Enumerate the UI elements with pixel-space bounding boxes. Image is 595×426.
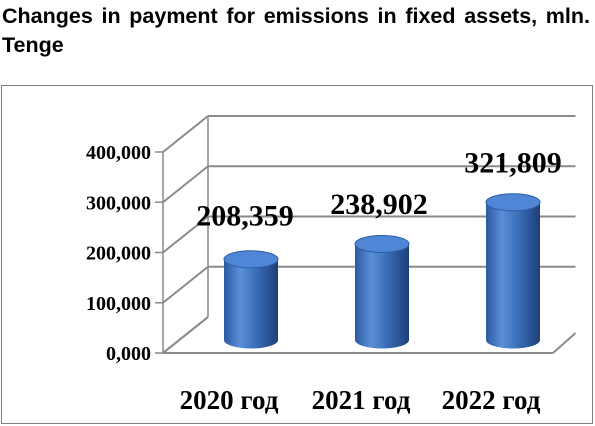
y-axis-tick-labels: 0,000 100,000 200,000 300,000 400,000: [86, 142, 151, 365]
data-label: 321,809: [464, 146, 562, 179]
bar-body: [355, 243, 409, 349]
bar-top: [223, 250, 279, 269]
gridline-depth: [162, 215, 209, 254]
floor-right-edge: [552, 332, 577, 354]
y-tick-label: 0,000: [106, 343, 151, 365]
data-label: 238,902: [330, 188, 428, 221]
bar-top: [485, 193, 541, 212]
bar-body: [486, 202, 540, 349]
gridline-depth: [162, 165, 209, 204]
category-labels-group: 2020 год 2021 год 2022 год: [180, 385, 541, 415]
category-label: 2021 год: [312, 385, 411, 415]
y-tick-label: 400,000: [86, 142, 151, 164]
bar-2020-год: [223, 250, 279, 349]
y-tick-label: 300,000: [86, 192, 151, 214]
bar-2021-год: [354, 234, 410, 349]
bar-top: [354, 234, 410, 253]
gridline-depth: [162, 265, 209, 304]
data-label: 208,359: [196, 199, 294, 232]
gridline-depth: [162, 316, 209, 354]
gridline-depth: [162, 115, 209, 153]
chart-title: Changes in payment for emissions in fixe…: [2, 4, 590, 57]
chart-walls: [155, 115, 577, 354]
y-tick-label: 100,000: [86, 293, 151, 315]
category-label: 2022 год: [442, 385, 541, 415]
category-label: 2020 год: [180, 385, 279, 415]
chart-frame: [1, 85, 593, 424]
bar-body: [224, 259, 278, 349]
y-tick-label: 200,000: [86, 243, 151, 265]
data-labels-group: 208,359 238,902 321,809: [196, 146, 562, 232]
bars-group: [223, 193, 541, 349]
bar-2022-год: [485, 193, 541, 349]
